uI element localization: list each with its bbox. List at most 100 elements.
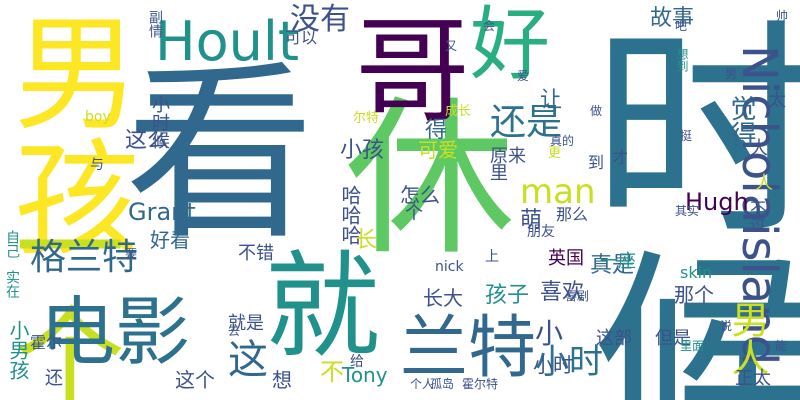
word: 让 — [540, 88, 563, 113]
word: 哥 — [355, 5, 471, 139]
word: 好 — [470, 0, 550, 91]
word: 兰特 — [400, 309, 537, 388]
word: 觉得 — [726, 95, 756, 147]
word: 真是 — [590, 253, 635, 278]
word: 男 — [725, 67, 738, 81]
word: 要 — [125, 247, 138, 261]
word: 时候 — [552, 10, 800, 400]
word: 与 — [90, 157, 104, 173]
word: 男人 — [725, 300, 769, 376]
word: 就是 — [228, 313, 264, 334]
word: 小时候 — [149, 95, 170, 149]
word: 喜欢 — [540, 280, 585, 305]
word: 这部 — [596, 328, 632, 349]
word: man — [520, 172, 596, 212]
word: 做 — [590, 104, 603, 118]
word: skin — [680, 263, 713, 282]
word: 这 — [228, 337, 268, 383]
word: Tony — [342, 363, 388, 387]
word: 副情 — [147, 10, 163, 38]
word: 小时 — [533, 353, 573, 377]
word: 小时 — [535, 342, 603, 382]
word: 帅 — [776, 9, 789, 23]
word: 个人 — [410, 377, 435, 391]
word: 孤岛 — [430, 377, 455, 391]
word: 能 — [775, 339, 788, 353]
word: 没有 — [290, 2, 350, 37]
word: 挺 — [680, 129, 693, 143]
word: 吧 — [675, 19, 688, 33]
word: 又 — [445, 39, 458, 53]
word: 这个 — [175, 368, 215, 392]
word: 人 — [755, 173, 773, 194]
word: 想 — [272, 368, 292, 392]
word: 可以 — [285, 28, 318, 47]
word: 喜剧 — [565, 289, 590, 303]
word: 可爱 — [418, 138, 458, 162]
word: 看 — [125, 44, 316, 265]
word: 故事 — [650, 6, 695, 31]
word: 不 — [320, 358, 344, 386]
word: 长大 — [423, 286, 463, 310]
word: 到 — [588, 153, 605, 172]
word: 更 — [548, 146, 562, 161]
word: 个 — [405, 203, 423, 224]
word: Hugh — [685, 188, 749, 216]
word: 休 — [345, 81, 516, 279]
word: 给 — [350, 354, 364, 370]
word: 实在 — [4, 270, 20, 298]
word: 小男孩 — [6, 320, 30, 380]
word: 正太 — [735, 368, 771, 389]
word: 说 — [720, 319, 733, 333]
word: 那么 — [556, 205, 589, 224]
word: 会 — [483, 19, 496, 33]
word: 一座 — [600, 251, 636, 272]
word: 去 — [228, 324, 241, 338]
word: 大 — [750, 138, 768, 159]
word: 真的 — [550, 134, 575, 148]
word: 霍尔特 — [462, 377, 499, 391]
word: 不错 — [238, 243, 274, 264]
word: 不过 — [747, 200, 766, 232]
word: 原来 — [490, 146, 526, 167]
word: 霍尔 — [30, 333, 63, 352]
word: 萌 — [520, 208, 543, 233]
word: 里面 — [680, 339, 705, 353]
word: 电影 — [40, 288, 191, 376]
word: 小 — [535, 317, 564, 350]
word: 这么 — [125, 128, 170, 153]
word: 太 — [768, 90, 786, 111]
word: Hoult — [155, 10, 300, 73]
word: 男孩 — [0, 8, 137, 258]
word: 格兰特 — [30, 237, 139, 278]
word: 孩子 — [485, 283, 530, 308]
word: 才 — [612, 148, 629, 167]
word: Grant — [128, 198, 196, 226]
word: 成长 — [445, 104, 472, 119]
word: 尔特 — [353, 111, 380, 126]
word: 那个 — [674, 283, 714, 307]
word: 英国 — [548, 248, 584, 269]
word: 一个 — [0, 190, 124, 400]
word: 自己 — [4, 230, 20, 258]
word: 小孩 — [340, 138, 385, 163]
word: 但是 — [655, 328, 691, 349]
word: boy — [85, 109, 111, 125]
word: 就 — [265, 240, 381, 374]
word: 怎么 — [400, 183, 440, 207]
word: 朋友 — [527, 224, 555, 240]
word: 好看 — [150, 228, 190, 252]
word: 还 — [45, 368, 63, 389]
word: 还是 — [490, 102, 563, 143]
word: 长 — [355, 228, 378, 253]
word: 想到 — [675, 48, 689, 72]
word: nick — [435, 259, 464, 275]
word: 得 — [425, 118, 448, 143]
word: 哈哈哈 — [338, 185, 362, 245]
word: 其实 — [675, 204, 700, 218]
word: Nicholaisland — [731, 45, 787, 366]
word: 里 — [490, 163, 508, 184]
word: 爱 — [517, 69, 530, 83]
word: 上 — [485, 249, 499, 265]
